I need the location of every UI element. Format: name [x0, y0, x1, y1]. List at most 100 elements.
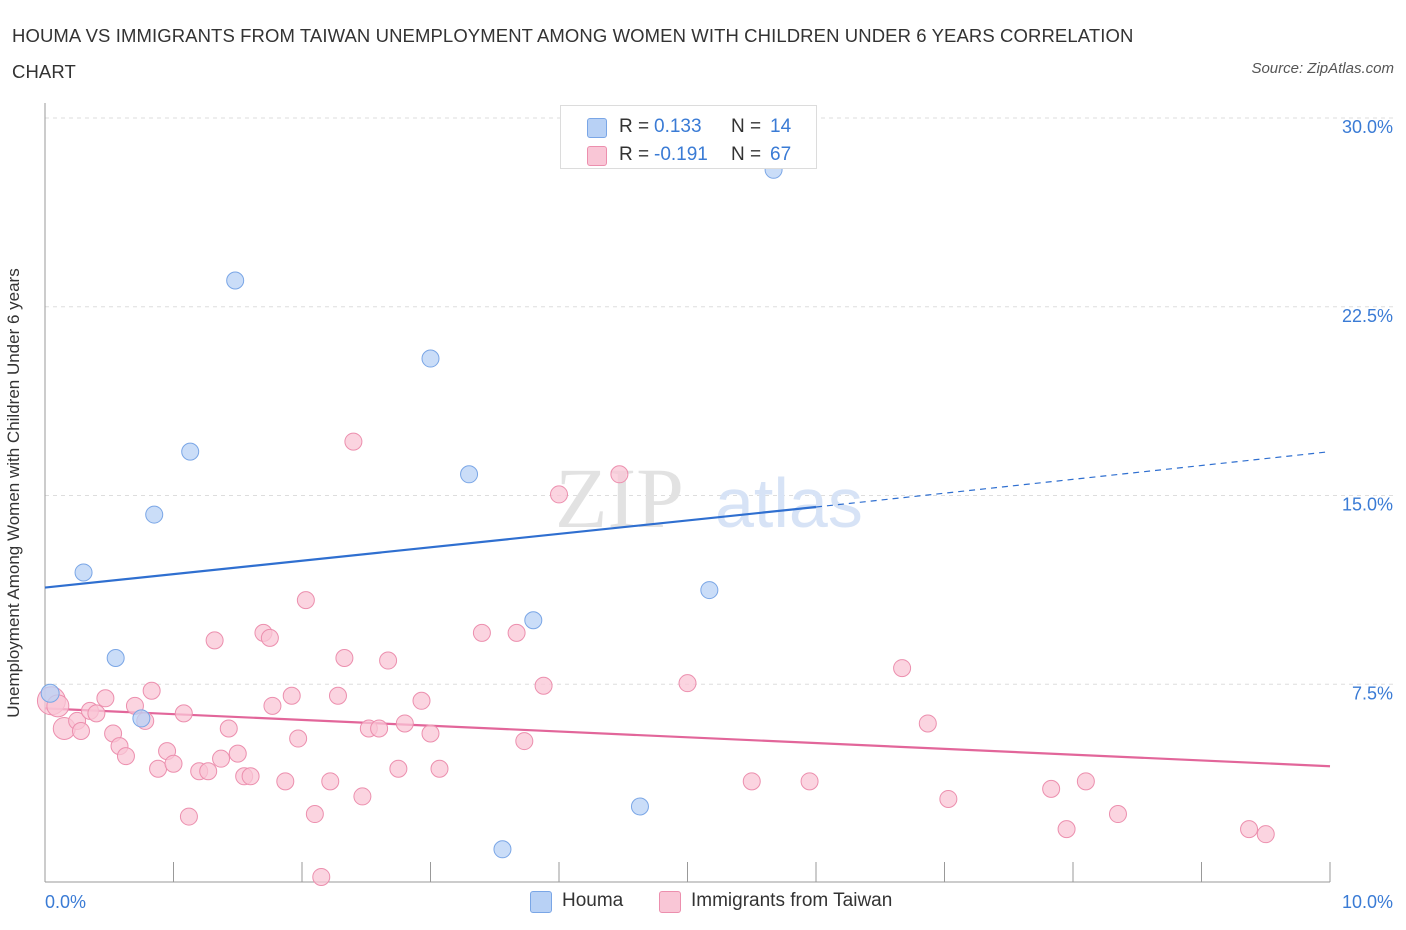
trend-lines [44, 451, 1331, 768]
point-taiwan [379, 651, 398, 670]
point-taiwan [1042, 779, 1061, 798]
tick-labels: 7.5% 15.0% 22.5% 30.0% 0.0% 10.0% [45, 117, 1393, 912]
point-houma [181, 442, 200, 461]
point-taiwan [472, 623, 491, 642]
point-taiwan [116, 747, 135, 766]
point-taiwan [344, 432, 363, 451]
point-taiwan [263, 696, 282, 715]
n-label: N = [731, 144, 762, 165]
y-tick-label: 15.0% [1342, 495, 1393, 515]
point-taiwan [282, 686, 301, 705]
legend-label-houma: Houma [562, 890, 624, 911]
watermark: ZIP atlas [555, 450, 863, 546]
point-taiwan [289, 729, 308, 748]
r-value: 0.133 [654, 116, 702, 137]
legend-swatch-houma [587, 118, 607, 138]
point-taiwan [305, 805, 324, 824]
point-taiwan [1256, 825, 1275, 844]
watermark-atlas: atlas [715, 464, 863, 542]
point-taiwan [421, 724, 440, 743]
y-axis-title: Unemployment Among Women with Children U… [4, 268, 23, 718]
point-taiwan [507, 623, 526, 642]
point-taiwan [1076, 772, 1095, 791]
point-taiwan [370, 719, 389, 738]
point-taiwan [939, 789, 958, 808]
source-label: Source: ZipAtlas.com [1251, 60, 1394, 77]
point-houma [145, 505, 164, 524]
point-taiwan [742, 772, 761, 791]
point-taiwan [353, 787, 372, 806]
point-houma [40, 683, 60, 703]
point-taiwan [321, 772, 340, 791]
point-taiwan [893, 659, 912, 678]
point-taiwan [534, 676, 553, 695]
point-taiwan [164, 754, 183, 773]
point-houma [132, 709, 151, 728]
point-houma [524, 611, 543, 630]
point-taiwan [335, 649, 354, 668]
point-taiwan [71, 722, 90, 740]
point-taiwan [296, 591, 315, 610]
point-taiwan [412, 691, 431, 710]
n-value: 67 [770, 144, 792, 165]
point-taiwan [260, 628, 279, 647]
point-houma [460, 465, 479, 484]
point-taiwan [312, 867, 331, 886]
point-houma [74, 563, 93, 582]
points [36, 160, 1275, 886]
point-houma [700, 581, 719, 600]
point-houma [493, 840, 512, 859]
x-tick-label: 10.0% [1342, 892, 1393, 912]
r-label: R = [619, 144, 650, 165]
correlation-legend: R = 0.133 N = 14 R = -0.191 N = 67 [560, 105, 817, 169]
point-taiwan [241, 767, 260, 786]
point-taiwan [918, 714, 937, 733]
legend-row-houma: R = 0.133 N = 14 [561, 113, 816, 141]
point-taiwan [276, 772, 295, 791]
point-taiwan [395, 714, 414, 733]
series-legend: Houma Immigrants from Taiwan [0, 888, 1406, 916]
trend-line-taiwan [44, 707, 1331, 768]
point-taiwan [610, 465, 629, 484]
y-tick-label: 7.5% [1352, 683, 1393, 703]
point-taiwan [328, 686, 347, 705]
point-taiwan [1108, 805, 1127, 824]
y-tick-label: 30.0% [1342, 117, 1393, 137]
point-taiwan [149, 759, 168, 778]
r-label: R = [619, 116, 650, 137]
point-taiwan [1057, 820, 1076, 839]
trend-line-houma-projection [815, 451, 1331, 508]
point-houma [421, 349, 440, 368]
r-value: -0.191 [654, 144, 708, 165]
point-taiwan [174, 704, 193, 723]
point-taiwan [430, 759, 449, 778]
point-taiwan [142, 681, 161, 700]
point-taiwan [212, 749, 231, 768]
legend-swatch-houma [530, 891, 552, 913]
point-taiwan [228, 744, 247, 763]
point-taiwan [205, 631, 224, 650]
point-taiwan [550, 485, 568, 504]
n-label: N = [731, 116, 762, 137]
point-taiwan [199, 762, 218, 781]
gridlines [45, 117, 1395, 685]
y-tick-label: 22.5% [1342, 306, 1393, 326]
point-houma [106, 649, 125, 668]
legend-swatch-taiwan [587, 146, 607, 166]
point-taiwan [219, 719, 238, 738]
point-taiwan [800, 772, 819, 791]
legend-swatch-taiwan [659, 891, 681, 913]
x-tick-label: 0.0% [45, 892, 86, 912]
point-taiwan [87, 704, 106, 723]
point-houma [630, 797, 649, 816]
point-taiwan [678, 674, 697, 693]
point-taiwan [515, 732, 534, 751]
legend-row-taiwan: R = -0.191 N = 67 [561, 141, 816, 169]
n-value: 14 [770, 116, 792, 137]
point-taiwan [179, 807, 198, 826]
point-houma [226, 271, 245, 290]
chart-title: HOUMA VS IMMIGRANTS FROM TAIWAN UNEMPLOY… [12, 25, 1134, 82]
legend-label-taiwan: Immigrants from Taiwan [691, 890, 893, 911]
point-taiwan [389, 759, 408, 778]
